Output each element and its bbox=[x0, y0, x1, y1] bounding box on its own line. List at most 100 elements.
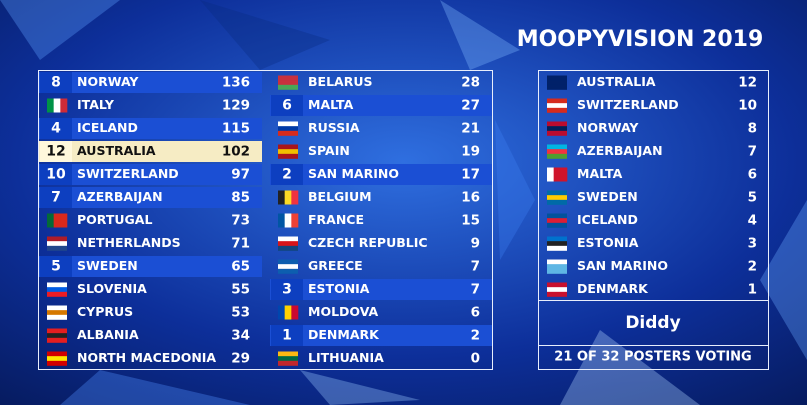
flag bbox=[278, 149, 298, 155]
points-received: 6 bbox=[282, 98, 292, 114]
vote-country: SWITZERLAND bbox=[577, 97, 679, 112]
total-points: 115 bbox=[222, 121, 250, 137]
country-name: ITALY bbox=[77, 97, 115, 112]
flag bbox=[547, 199, 567, 205]
country-name: AZERBAIJAN bbox=[77, 189, 163, 204]
country-name: BELGIUM bbox=[308, 189, 372, 204]
flag bbox=[53, 98, 61, 113]
country-name: AUSTRALIA bbox=[77, 143, 156, 158]
country-name: SWITZERLAND bbox=[77, 166, 179, 181]
flag bbox=[278, 356, 298, 362]
total-points: 19 bbox=[461, 144, 480, 160]
voter-name: Diddy bbox=[625, 313, 680, 333]
flag bbox=[547, 98, 567, 104]
flag bbox=[547, 213, 567, 219]
flag bbox=[547, 287, 567, 293]
flag bbox=[547, 291, 567, 297]
total-points: 73 bbox=[231, 213, 250, 229]
flag bbox=[278, 351, 298, 357]
row-highlight bbox=[39, 164, 262, 185]
flag bbox=[47, 333, 67, 339]
country-name: MALTA bbox=[308, 97, 354, 112]
flag bbox=[547, 236, 567, 242]
flag bbox=[278, 360, 298, 366]
flag bbox=[278, 268, 298, 274]
flag bbox=[291, 305, 299, 320]
total-points: 0 bbox=[471, 351, 480, 367]
points-badge bbox=[40, 141, 72, 162]
flag bbox=[547, 264, 567, 270]
row-highlight bbox=[39, 256, 262, 277]
total-points: 97 bbox=[231, 167, 250, 183]
voting-status: 21 OF 32 POSTERS VOTING bbox=[554, 350, 751, 365]
flag bbox=[278, 245, 298, 251]
flag bbox=[47, 328, 67, 334]
country-name: MOLDOVA bbox=[308, 304, 379, 319]
country-name: FRANCE bbox=[308, 212, 364, 227]
vote-points: 7 bbox=[748, 144, 757, 160]
total-points: 28 bbox=[461, 75, 480, 91]
total-points: 6 bbox=[471, 305, 480, 321]
points-received: 8 bbox=[51, 75, 61, 91]
flag bbox=[547, 167, 554, 182]
vote-country: ESTONIA bbox=[577, 235, 639, 250]
flag bbox=[47, 351, 67, 357]
vote-country: AZERBAIJAN bbox=[577, 143, 663, 158]
points-badge bbox=[40, 164, 72, 185]
points-badge bbox=[271, 95, 303, 116]
flag bbox=[547, 130, 567, 136]
total-points: 15 bbox=[461, 213, 480, 229]
total-points: 71 bbox=[231, 236, 250, 252]
total-points: 102 bbox=[222, 144, 250, 160]
flag bbox=[47, 291, 67, 297]
flag bbox=[278, 144, 298, 150]
flag bbox=[47, 213, 54, 228]
total-points: 7 bbox=[471, 282, 480, 298]
flag bbox=[547, 103, 567, 109]
country-name: CYPRUS bbox=[77, 304, 133, 319]
vote-points: 10 bbox=[738, 98, 757, 114]
country-name: SLOVENIA bbox=[77, 281, 147, 296]
total-points: 136 bbox=[222, 75, 250, 91]
flag bbox=[547, 218, 567, 224]
row-highlight bbox=[39, 141, 262, 162]
vote-points: 1 bbox=[748, 282, 757, 298]
flag bbox=[547, 75, 567, 81]
flag bbox=[47, 287, 67, 293]
points-received: 4 bbox=[51, 121, 61, 137]
points-received: 3 bbox=[282, 282, 292, 298]
flag bbox=[47, 98, 54, 113]
total-points: 9 bbox=[471, 236, 480, 252]
flag bbox=[47, 236, 67, 242]
flag bbox=[284, 305, 292, 320]
points-badge bbox=[271, 325, 303, 346]
total-points: 27 bbox=[461, 98, 480, 114]
total-points: 53 bbox=[231, 305, 250, 321]
flag bbox=[547, 144, 567, 150]
flag bbox=[53, 213, 61, 228]
points-badge bbox=[40, 187, 72, 208]
total-points: 65 bbox=[231, 259, 250, 275]
country-name: ESTONIA bbox=[308, 281, 370, 296]
flag bbox=[560, 167, 568, 182]
flag bbox=[547, 190, 567, 196]
flag bbox=[278, 190, 285, 205]
flag bbox=[47, 360, 67, 366]
total-points: 2 bbox=[471, 328, 480, 344]
vote-points: 12 bbox=[738, 75, 757, 91]
flag bbox=[47, 241, 67, 247]
points-badge bbox=[271, 279, 303, 300]
flag bbox=[284, 190, 292, 205]
flag bbox=[547, 245, 567, 251]
vote-country: ICELAND bbox=[577, 212, 638, 227]
total-points: 17 bbox=[461, 167, 480, 183]
vote-points: 4 bbox=[748, 213, 757, 229]
flag bbox=[278, 236, 298, 242]
flag bbox=[547, 121, 567, 127]
flag bbox=[278, 305, 285, 320]
country-name: GREECE bbox=[308, 258, 363, 273]
vote-country: DENMARK bbox=[577, 281, 649, 296]
points-badge bbox=[40, 72, 72, 93]
